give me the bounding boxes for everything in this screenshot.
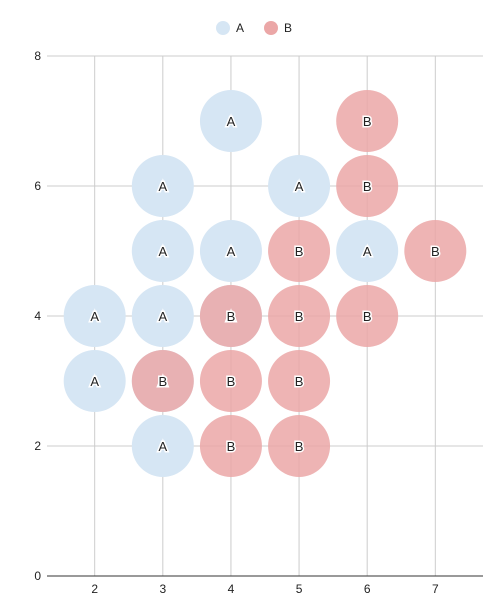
axes: 2 3 4 5 6 7 0 2 4 6 8 — [34, 49, 483, 596]
x-tick-label: 6 — [364, 582, 371, 596]
point-b — [268, 285, 331, 347]
data-label: B — [295, 374, 304, 389]
data-label: A — [158, 244, 167, 259]
point-a — [268, 155, 331, 217]
point-a — [131, 285, 194, 347]
x-tick-label: 2 — [91, 582, 98, 596]
data-label: A — [227, 244, 236, 259]
data-label: B — [158, 374, 167, 389]
point-b — [199, 415, 262, 477]
x-tick-label: 4 — [228, 582, 235, 596]
legend-label: A — [236, 21, 244, 35]
point-b — [199, 285, 262, 347]
data-label: A — [295, 179, 304, 194]
y-tick-label: 6 — [34, 179, 41, 193]
point-b — [268, 220, 331, 282]
point-a — [131, 415, 194, 477]
x-tick-label: 7 — [432, 582, 439, 596]
data-label: B — [363, 114, 372, 129]
legend-marker-b — [264, 21, 278, 35]
x-tick-label: 5 — [296, 582, 303, 596]
legend-label: B — [284, 21, 292, 35]
data-label: A — [227, 114, 236, 129]
data-label: B — [227, 374, 236, 389]
data-label: A — [90, 309, 99, 324]
y-tick-label: 8 — [34, 49, 41, 63]
point-a — [199, 220, 262, 282]
data-label: A — [158, 309, 167, 324]
point-b — [336, 155, 399, 217]
point-a — [199, 90, 262, 152]
data-label: A — [158, 374, 167, 389]
data-label: A — [158, 179, 167, 194]
data-label: B — [363, 309, 372, 324]
point-a — [336, 220, 399, 282]
data-label: B — [295, 244, 304, 259]
data-label: A — [363, 244, 372, 259]
point-b — [336, 90, 399, 152]
point-a — [63, 285, 126, 347]
point-a — [131, 155, 194, 217]
data-label: B — [227, 439, 236, 454]
data-label: A — [158, 439, 167, 454]
data-label: B — [227, 309, 236, 324]
point-b — [268, 415, 331, 477]
data-label: B — [363, 179, 372, 194]
point-b — [199, 350, 262, 412]
data-label: B — [295, 439, 304, 454]
point-a — [63, 350, 126, 412]
y-tick-label: 2 — [34, 439, 41, 453]
data-label: A — [90, 374, 99, 389]
x-tick-label: 3 — [159, 582, 166, 596]
data-label: A — [227, 309, 236, 324]
y-tick-label: 4 — [34, 309, 41, 323]
data-label: B — [295, 309, 304, 324]
legend-marker-a — [216, 21, 230, 35]
point-b — [404, 220, 467, 282]
point-a — [131, 220, 194, 282]
point-b — [131, 350, 194, 412]
data-label: B — [431, 244, 440, 259]
point-b — [336, 285, 399, 347]
y-tick-label: 0 — [34, 569, 41, 583]
point-b — [268, 350, 331, 412]
